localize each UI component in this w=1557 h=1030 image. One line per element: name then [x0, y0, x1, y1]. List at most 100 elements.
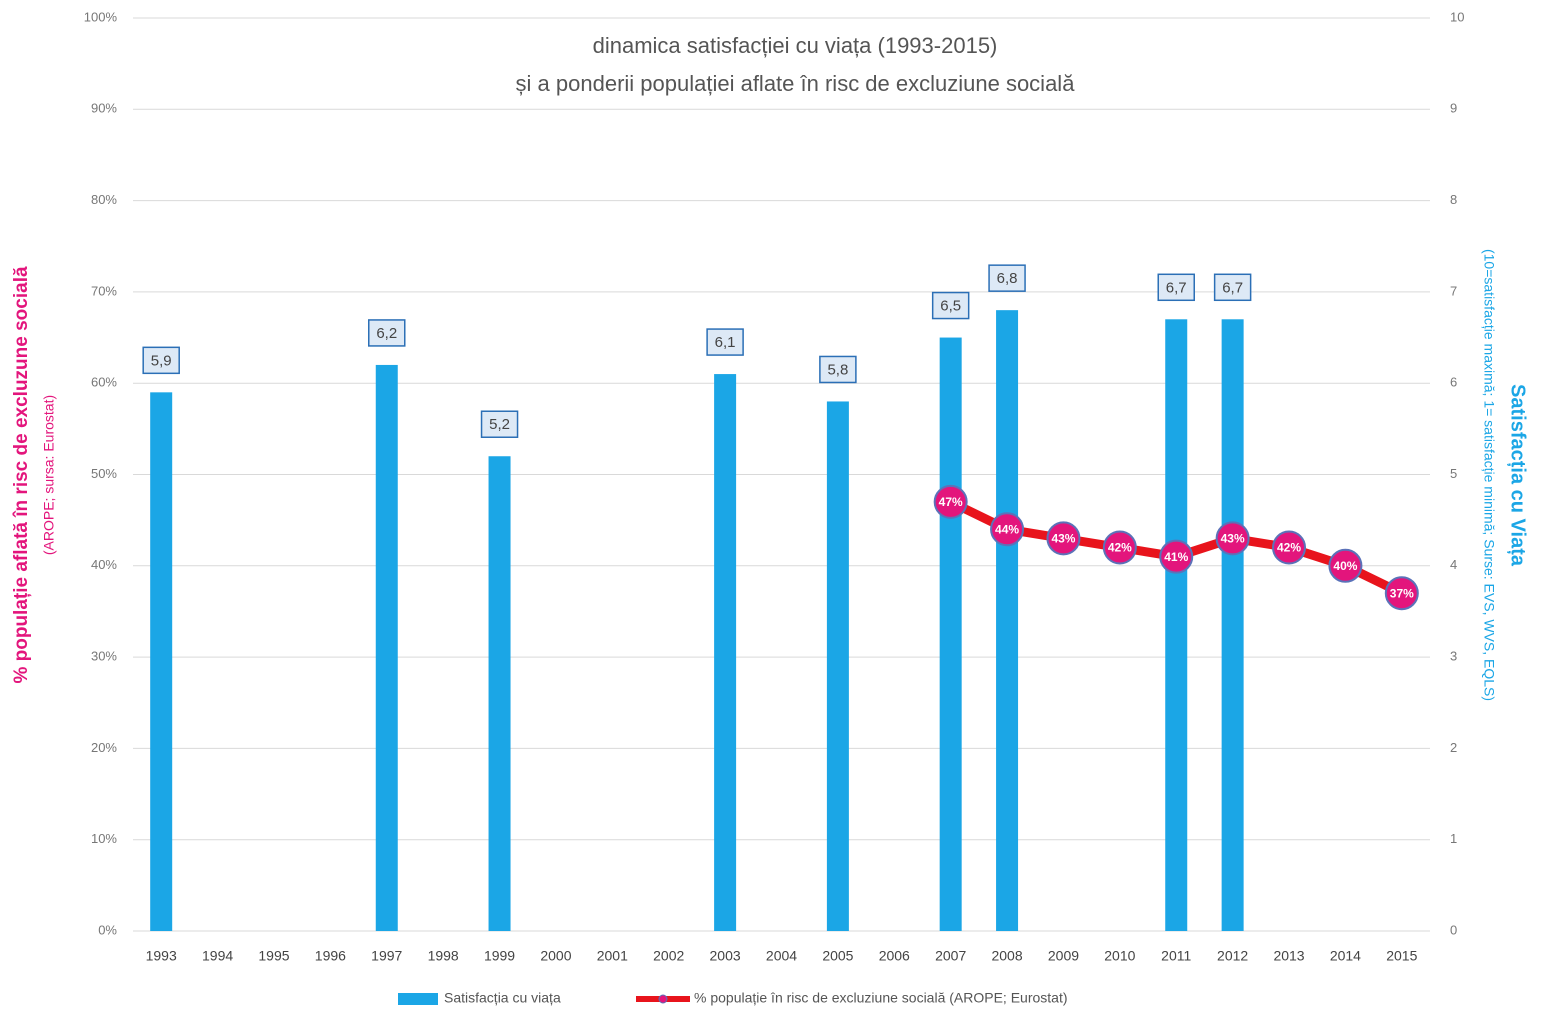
data-label: 44%: [995, 522, 1019, 536]
data-label: 5,2: [489, 416, 510, 433]
x-tick-label: 2008: [991, 948, 1022, 964]
y2-axis-title: Satisfacția cu Viața: [1507, 384, 1529, 567]
bar: [488, 456, 511, 931]
data-label: 5,8: [827, 361, 848, 378]
bar: [939, 337, 962, 931]
data-label-box: [1157, 273, 1195, 302]
point: [990, 512, 1025, 547]
x-tick-label: 2011: [1161, 948, 1191, 964]
y2-tick-label: 6: [1450, 375, 1457, 390]
y-tick-label: 90%: [91, 101, 117, 116]
bar: [996, 310, 1019, 931]
legend-swatch: [398, 993, 438, 1005]
x-tick-label: 2002: [653, 948, 684, 964]
data-label: 37%: [1390, 586, 1414, 600]
data-label-box: [480, 410, 519, 438]
data-label: 43%: [1221, 532, 1245, 546]
x-tick-label: 1999: [484, 948, 515, 964]
bar: [150, 392, 173, 932]
data-label: 47%: [939, 495, 963, 509]
bar: [826, 401, 849, 932]
point: [1102, 530, 1137, 565]
x-tick-label: 2010: [1104, 948, 1135, 964]
bar: [714, 374, 737, 931]
x-tick-label: 1998: [428, 948, 459, 964]
bar: [1221, 319, 1244, 931]
y2-tick-label: 9: [1450, 101, 1457, 116]
y2-tick-label: 2: [1450, 740, 1457, 755]
y-tick-label: 0%: [98, 922, 117, 937]
data-label: 42%: [1108, 541, 1132, 555]
chart-title: dinamica satisfacției cu viața (1993-201…: [593, 33, 998, 58]
data-label: 42%: [1277, 541, 1301, 555]
x-tick-label: 1995: [258, 948, 289, 964]
point: [1384, 576, 1419, 611]
x-tick-label: 2012: [1217, 948, 1248, 964]
x-tick-label: 2000: [540, 948, 571, 964]
x-tick-label: 1994: [202, 948, 233, 964]
y2-tick-label: 8: [1450, 192, 1457, 207]
data-label: 6,7: [1222, 279, 1243, 296]
data-label-box: [931, 291, 970, 320]
y-tick-label: 10%: [91, 831, 117, 846]
x-tick-label: 2014: [1330, 948, 1361, 964]
x-tick-label: 1997: [371, 948, 402, 964]
data-label: 40%: [1333, 559, 1357, 573]
legend-swatch: [658, 994, 668, 1004]
y2-tick-label: 3: [1450, 649, 1457, 664]
point: [933, 484, 968, 519]
y2-tick-label: 7: [1450, 283, 1457, 298]
bar: [375, 364, 398, 931]
chart-title: și a ponderii populației aflate în risc …: [516, 71, 1076, 96]
x-tick-label: 2009: [1048, 948, 1079, 964]
y-tick-label: 30%: [91, 649, 117, 664]
y-axis-subtitle: (AROPE; sursa: Eurostat): [41, 395, 57, 555]
y-tick-label: 60%: [91, 375, 117, 390]
data-label: 6,5: [940, 298, 961, 315]
y2-tick-label: 1: [1450, 831, 1457, 846]
data-label: 6,8: [997, 270, 1018, 287]
data-label-box: [819, 355, 857, 384]
y2-axis-subtitle: (10=satisfacție maximă; 1= satisfacție m…: [1481, 249, 1497, 701]
y-tick-label: 70%: [91, 283, 117, 298]
y-tick-label: 80%: [91, 192, 117, 207]
x-tick-label: 2006: [879, 948, 910, 964]
y-tick-label: 100%: [84, 9, 118, 24]
y-axis-title: % populație aflată în risc de excluzune …: [11, 266, 32, 684]
data-label: 43%: [1051, 532, 1075, 546]
data-label-box: [368, 319, 406, 347]
y2-tick-label: 4: [1450, 557, 1457, 572]
data-label-box: [142, 346, 180, 375]
data-label: 6,1: [715, 334, 736, 351]
x-tick-label: 2003: [710, 948, 741, 964]
point: [1328, 548, 1363, 583]
point: [1046, 521, 1081, 556]
data-label-box: [706, 328, 744, 356]
point: [1159, 539, 1194, 574]
y-tick-label: 50%: [91, 466, 117, 481]
x-tick-label: 2015: [1386, 948, 1417, 964]
y2-tick-label: 5: [1450, 466, 1457, 481]
y2-tick-label: 0: [1450, 922, 1457, 937]
point: [1272, 530, 1307, 565]
data-label: 41%: [1164, 550, 1188, 564]
y-tick-label: 20%: [91, 740, 117, 755]
legend-label: Satisfacția cu viața: [444, 990, 561, 1006]
data-label-box: [1213, 273, 1252, 302]
data-label: 5,9: [151, 352, 172, 369]
data-label: 6,7: [1166, 279, 1187, 296]
bar: [1165, 319, 1188, 931]
y2-tick-label: 10: [1450, 9, 1464, 24]
x-tick-label: 1993: [146, 948, 177, 964]
x-tick-label: 2001: [597, 948, 628, 964]
x-tick-label: 2007: [935, 948, 966, 964]
x-tick-label: 1996: [315, 948, 346, 964]
point: [1215, 521, 1250, 556]
data-label-box: [988, 264, 1026, 292]
x-tick-label: 2005: [822, 948, 853, 964]
data-label: 6,2: [376, 325, 397, 342]
x-tick-label: 2013: [1273, 948, 1304, 964]
